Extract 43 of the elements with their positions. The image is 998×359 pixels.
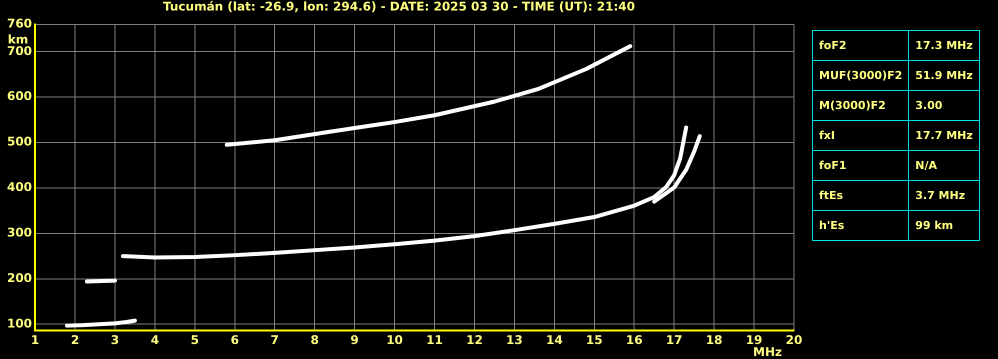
- x-tick-label: 1: [30, 332, 40, 347]
- x-tick-label: 20: [786, 332, 802, 347]
- text: ftEs: [812, 180, 909, 210]
- x-tick-label: 11: [426, 332, 443, 347]
- y-tick-label: 200: [6, 270, 32, 285]
- text: M(3000)F2: [812, 90, 909, 120]
- text: 3.7 MHz: [908, 180, 980, 210]
- text: h'Es: [812, 210, 909, 240]
- x-tick-label: 7: [270, 332, 279, 347]
- text: fxI: [812, 120, 909, 150]
- y-tick-label: 100: [6, 316, 32, 330]
- y-tick-label: 400: [6, 180, 32, 194]
- x-tick-label: 4: [150, 332, 160, 347]
- y-tick-label: 500: [6, 134, 32, 149]
- x-tick-label: 5: [190, 332, 200, 347]
- y-tick-label: 600: [6, 89, 32, 104]
- x-tick-label: 12: [466, 332, 483, 347]
- x-tick-label: 19: [746, 332, 762, 347]
- y-tick-label: 760: [6, 16, 32, 31]
- text: 3.00: [908, 90, 980, 120]
- text: foF1: [812, 150, 909, 180]
- x-tick-label: 13: [506, 332, 523, 347]
- x-tick-label: 2: [70, 332, 80, 347]
- text: 99 km: [908, 210, 980, 240]
- x-tick-label: 10: [386, 332, 403, 347]
- text: 51.9 MHz: [908, 60, 980, 90]
- y-tick-label: 300: [6, 226, 32, 240]
- x-tick-label: 9: [350, 332, 359, 347]
- x-tick-label: 3: [110, 332, 120, 347]
- x-tick-label: 14: [546, 332, 563, 347]
- x-tick-label: 15: [586, 332, 603, 347]
- x-tick-label: 6: [230, 332, 239, 347]
- x-tick-label: 8: [310, 332, 319, 347]
- x-tick-label: 16: [626, 332, 643, 347]
- text: MUF(3000)F2: [812, 60, 909, 90]
- chart-title: Tucumán (lat: -26.9, lon: 294.6) - DATE: 2025 03 30 - TIME (UT): 21:40: [163, 0, 635, 14]
- text: N/A: [908, 150, 980, 180]
- x-tick-label: 18: [706, 332, 722, 347]
- text: 17.7 MHz: [908, 120, 980, 150]
- x-axis-title: MHz: [753, 345, 782, 359]
- text: 17.3 MHz: [908, 30, 980, 60]
- x-tick-label: 17: [666, 332, 683, 347]
- text: foF2: [812, 30, 909, 60]
